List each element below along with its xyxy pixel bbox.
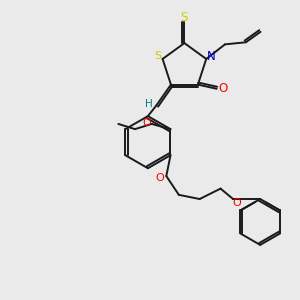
Text: O: O	[156, 173, 164, 183]
Text: H: H	[145, 99, 153, 110]
Text: O: O	[233, 198, 242, 208]
Text: N: N	[207, 50, 216, 63]
Text: S: S	[181, 11, 188, 23]
Text: O: O	[218, 82, 228, 95]
Text: O: O	[142, 118, 151, 128]
Text: S: S	[154, 51, 161, 61]
